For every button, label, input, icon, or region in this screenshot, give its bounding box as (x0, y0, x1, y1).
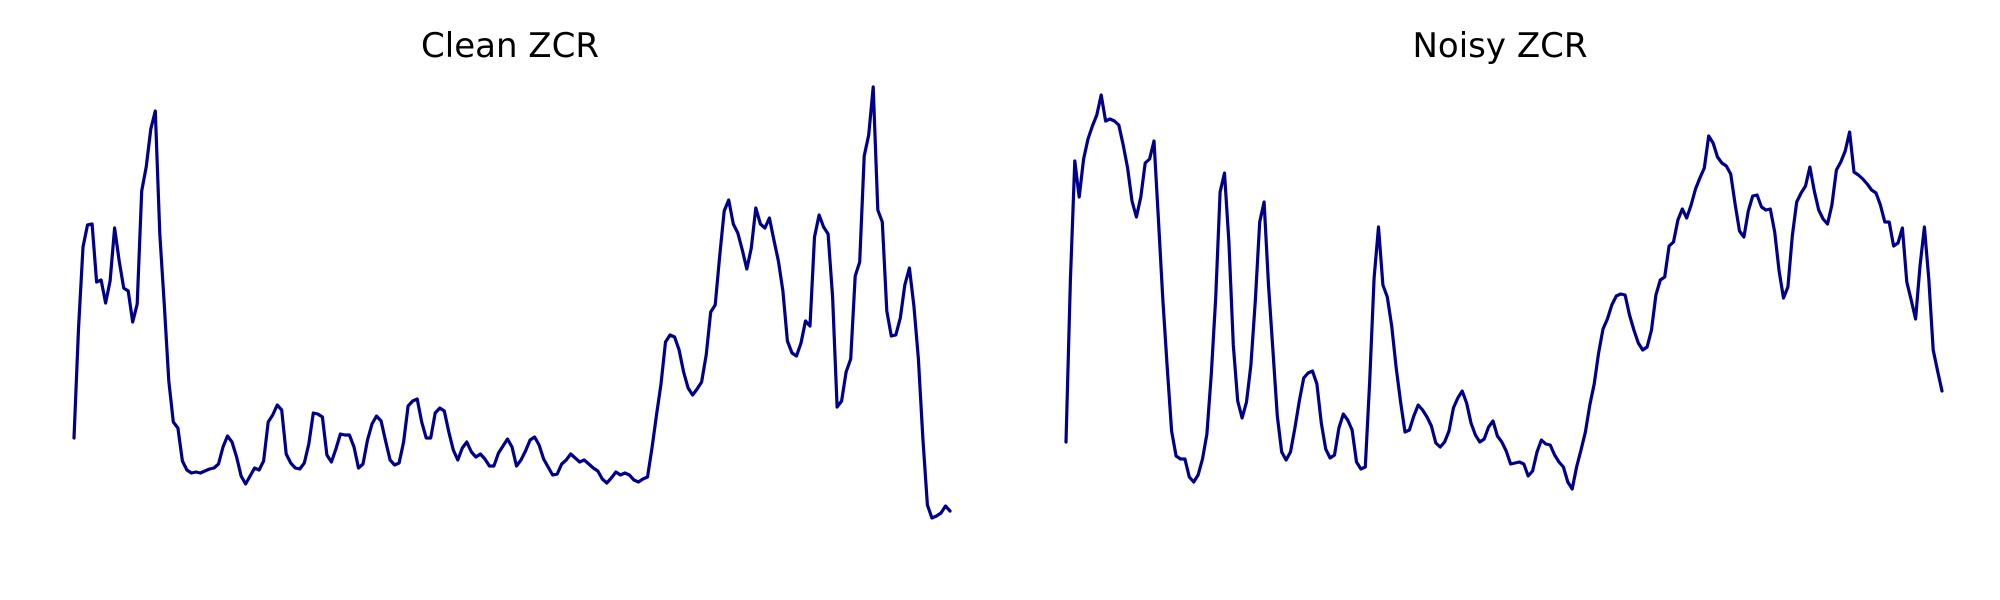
chart-title: Clean ZCR (421, 26, 599, 66)
chart-panel-clean-zcr: Clean ZCR (72, 26, 952, 520)
series-line (72, 85, 952, 520)
series-line (1064, 93, 1944, 491)
chart-panel-noisy-zcr: Noisy ZCR (1064, 26, 1944, 491)
chart-title: Noisy ZCR (1413, 26, 1588, 66)
